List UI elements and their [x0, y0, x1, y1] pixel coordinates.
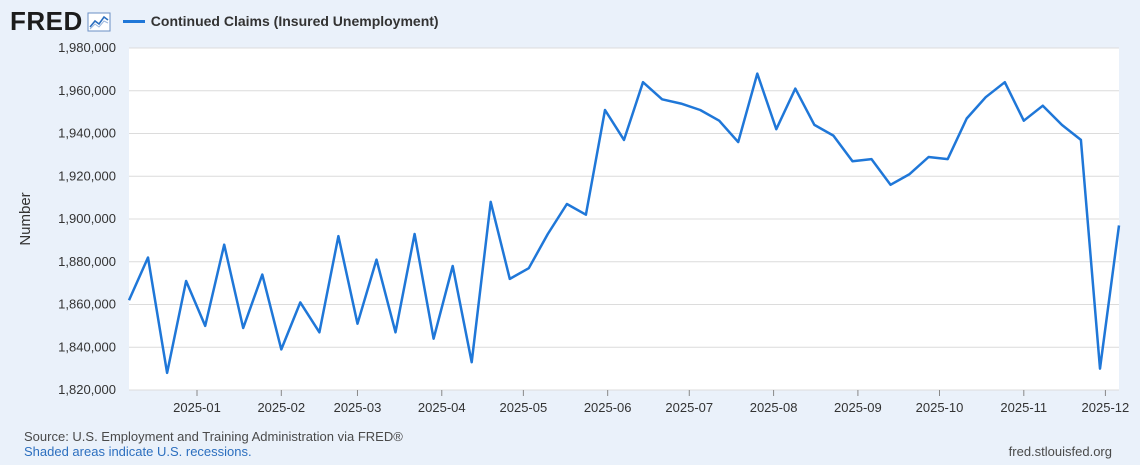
x-tick-label: 2025-09 [834, 400, 882, 415]
series-line[interactable] [127, 72, 1121, 375]
legend-swatch [122, 19, 145, 23]
y-tick-label: 1,860,000 [58, 297, 116, 312]
x-tick-label: 2025-02 [257, 400, 305, 415]
x-tick-label: 2025-08 [750, 400, 798, 415]
y-axis-ticks: 1,820,000 1,840,000 1,860,000 1,880,000 1,90… [58, 40, 116, 397]
legend[interactable]: Continued Claims (Insured Unemployment) [122, 13, 439, 29]
grid-lines [129, 47, 1119, 391]
site-link[interactable]: fred.stlouisfed.org [1008, 444, 1112, 459]
y-tick-label: 1,820,000 [58, 382, 116, 397]
footer-notes: Source: U.S. Employment and Training Adm… [24, 429, 403, 459]
fred-logo[interactable]: FRED [10, 6, 83, 36]
x-axis-ticks: 2025-01 2025-02 2025-03 2025-04 2025-05 2025-… [173, 390, 1129, 415]
x-tick-label: 2025-04 [418, 400, 466, 415]
x-tick-label: 2025-07 [665, 400, 713, 415]
x-tick-label: 2025-05 [500, 400, 548, 415]
y-tick-label: 1,980,000 [58, 40, 116, 55]
x-tick-label: 2025-11 [1000, 400, 1047, 415]
y-tick-label: 1,940,000 [58, 126, 116, 141]
recession-note[interactable]: Shaded areas indicate U.S. recessions. [24, 444, 252, 459]
source-note: Source: U.S. Employment and Training Adm… [24, 429, 403, 444]
series-layer [127, 72, 1121, 375]
x-tick-label: 2025-06 [584, 400, 632, 415]
x-tick-label: 2025-10 [916, 400, 964, 415]
y-tick-label: 1,840,000 [58, 339, 116, 354]
y-axis-title: Number [17, 192, 34, 245]
graph-icon [87, 12, 111, 32]
y-tick-label: 1,920,000 [58, 168, 116, 183]
x-tick-label: 2025-01 [173, 400, 221, 415]
chart-header: FRED Continued Claims (Insured Unemploym… [10, 6, 439, 36]
y-tick-label: 1,880,000 [58, 254, 116, 269]
x-tick-label: 2025-03 [334, 400, 382, 415]
legend-label: Continued Claims (Insured Unemployment) [150, 13, 439, 29]
y-tick-label: 1,900,000 [58, 211, 116, 226]
x-tick-label: 2025-12 [1082, 400, 1130, 415]
y-tick-label: 1,960,000 [58, 83, 116, 98]
